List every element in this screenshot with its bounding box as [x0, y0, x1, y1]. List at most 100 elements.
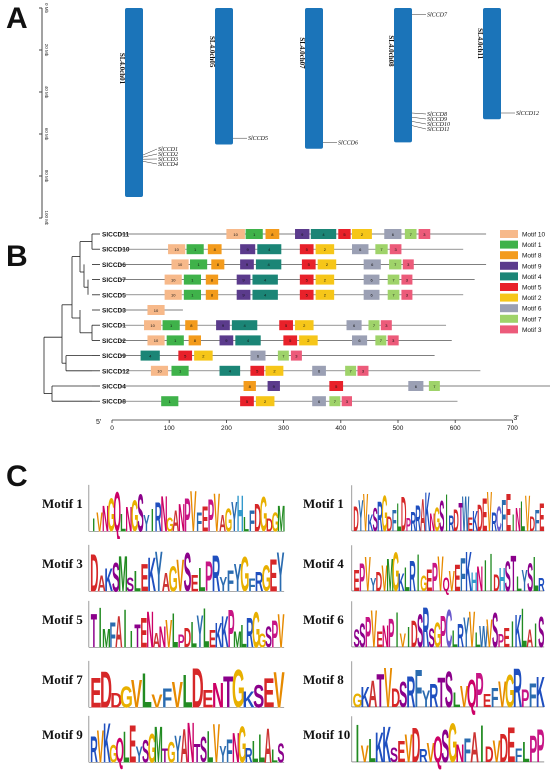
- motif-box: [317, 259, 337, 270]
- motif-number: 2: [202, 353, 205, 358]
- motif-box: [408, 381, 424, 391]
- logo-residue: G: [166, 515, 173, 537]
- logo-residue: P: [432, 555, 438, 599]
- logo-residue: Y: [197, 606, 204, 655]
- legend-swatch: [500, 283, 518, 291]
- logo-residue: L: [452, 626, 458, 652]
- logo-residue: S: [353, 626, 359, 654]
- logo-residue: G: [238, 715, 246, 770]
- length-tick-label: 0: [110, 425, 114, 432]
- motif-number: 7: [433, 384, 436, 389]
- motif-box: [363, 289, 380, 300]
- motif-box: [250, 350, 266, 361]
- logo-residue: P: [440, 607, 446, 655]
- chromosome-name: SL4.0ch07: [298, 37, 306, 69]
- gene-name: SlCCD1: [102, 323, 126, 330]
- logo-residue: R: [538, 576, 545, 596]
- logo-residue: L: [404, 561, 410, 599]
- motif-box: [341, 396, 353, 407]
- logo-residue: E: [129, 715, 136, 770]
- motif-box: [171, 365, 189, 376]
- logo-residue: S: [373, 502, 378, 539]
- logo-residue: L: [475, 629, 481, 652]
- logo-residue: I: [512, 509, 514, 536]
- logo-residue: V: [176, 552, 184, 599]
- logo-residue: H: [471, 568, 478, 597]
- motif-box: [219, 365, 241, 376]
- logo-residue: V: [381, 558, 387, 599]
- logo-residue: T: [223, 669, 233, 715]
- motif-box: [150, 365, 169, 376]
- motif-number: 1: [253, 232, 256, 237]
- motif-box: [211, 259, 225, 270]
- motif-box: [283, 335, 298, 346]
- logo-residue: V: [449, 565, 455, 597]
- motif-number: 9: [225, 338, 228, 343]
- logo-residue: E: [263, 669, 274, 715]
- logo-residue: Y: [358, 491, 363, 539]
- logo-residue: A: [470, 722, 479, 770]
- motif-number: 3: [295, 353, 298, 358]
- logo-residue: A: [162, 568, 170, 598]
- logo-residue: Y: [143, 510, 150, 536]
- motif-number: 1: [169, 399, 172, 404]
- gene-name: SlCCD4: [102, 384, 126, 391]
- logo-residue: P: [178, 631, 185, 652]
- logo-residue: E: [482, 489, 487, 539]
- logo-residue: N: [232, 724, 240, 770]
- motif-number: 3: [406, 277, 409, 282]
- motif-box: [277, 350, 289, 361]
- motif-number: 3: [392, 338, 395, 343]
- motif-box: [312, 365, 326, 376]
- legend-swatch: [500, 325, 518, 334]
- logo-residue: S: [277, 737, 284, 769]
- panel-label-b: B: [6, 240, 28, 273]
- motif-box: [312, 396, 326, 407]
- logo-residue: S: [492, 604, 498, 655]
- logo-residue: V: [214, 483, 220, 539]
- motif-number: 4: [267, 262, 270, 267]
- logo-residue: F: [491, 682, 499, 713]
- motif-number: 6: [359, 247, 362, 252]
- logo-residue: V: [278, 604, 285, 655]
- motif-box: [290, 350, 302, 361]
- sequence-logo: DAK SMS L E K Y AGV S E L P R Y F YG F RGE Y: [88, 541, 284, 599]
- motif-box: [295, 229, 310, 239]
- logo-residue: A: [219, 509, 226, 537]
- motif-number: 10: [174, 247, 179, 252]
- motif-box: [315, 244, 335, 255]
- gene-name: SlCCD6: [102, 262, 126, 269]
- motif-box: [140, 350, 160, 361]
- gene-label: SlCCD11: [427, 127, 450, 133]
- logo-residue: M: [102, 625, 111, 654]
- motif-box: [147, 305, 165, 315]
- logo-residue: D: [453, 502, 459, 538]
- motif-box: [226, 229, 245, 239]
- logo-residue: N: [430, 508, 436, 536]
- logo-residue: D: [387, 514, 393, 537]
- chromosome-name: SL4.0ch05: [208, 36, 216, 68]
- logo-residue: K: [375, 724, 384, 770]
- motif-box: [236, 289, 251, 300]
- gene-link: [142, 161, 158, 165]
- logo-residue: P: [406, 515, 411, 536]
- logo-residue: I: [130, 625, 133, 652]
- motif-logo-label: Motif 10: [303, 727, 351, 742]
- motif-box: [188, 335, 201, 346]
- logo-residue: E: [506, 483, 511, 539]
- logo-residue: T: [377, 666, 385, 715]
- motif-number: 5: [306, 293, 309, 298]
- logo-residue: V: [400, 630, 407, 652]
- logo-residue: A: [153, 628, 160, 652]
- motif-number: 8: [217, 262, 220, 267]
- motif-number: 1: [179, 369, 182, 374]
- motif-number: 7: [392, 277, 395, 282]
- chromosome-bar: [215, 8, 233, 145]
- legend-swatch: [500, 261, 518, 270]
- logo-residue: A: [368, 673, 377, 715]
- logo-residue: V: [273, 663, 284, 715]
- motif-box: [387, 274, 400, 285]
- chromosome-bar: [125, 8, 143, 197]
- motif-box: [418, 229, 431, 239]
